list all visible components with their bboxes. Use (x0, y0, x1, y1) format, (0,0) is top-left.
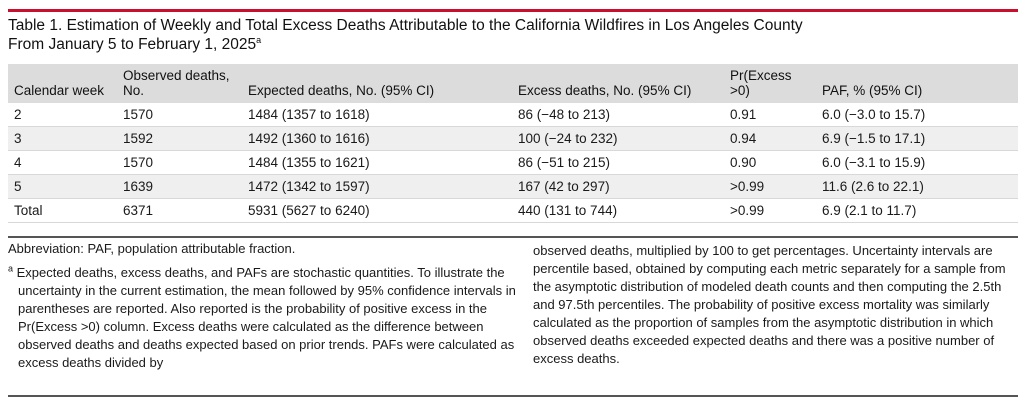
footnote-text-right: observed deaths, multiplied by 100 to ge… (533, 243, 1006, 366)
cell-paf: 11.6 (2.6 to 22.1) (822, 179, 924, 194)
title-footnote-marker: a (256, 34, 262, 45)
footnote-marker: a (8, 263, 14, 274)
cell-expected: 1484 (1355 to 1621) (248, 155, 370, 170)
table-row: 3 1592 1492 (1360 to 1616) 100 (−24 to 2… (8, 126, 1018, 151)
header-observed-line-1: Observed deaths, (123, 68, 230, 83)
header-paf: PAF, % (95% CI) (822, 83, 923, 98)
cell-excess: 440 (131 to 744) (518, 203, 618, 218)
notes-right-column: observed deaths, multiplied by 100 to ge… (533, 242, 1018, 368)
cell-week: 3 (14, 131, 22, 146)
cell-expected: 1484 (1357 to 1618) (248, 107, 370, 122)
cell-paf: 6.9 (−1.5 to 17.1) (822, 131, 926, 146)
table-row: 5 1639 1472 (1342 to 1597) 167 (42 to 29… (8, 174, 1018, 199)
table-row: 2 1570 1484 (1357 to 1618) 86 (−48 to 21… (8, 103, 1018, 127)
cell-probability: >0.99 (730, 203, 765, 218)
table-header-row: Calendar week Observed deaths, No. Expect… (8, 64, 1018, 103)
cell-probability: 0.90 (730, 155, 757, 170)
cell-expected: 1492 (1360 to 1616) (248, 131, 370, 146)
cell-paf: 6.0 (−3.1 to 15.9) (822, 155, 926, 170)
footnote-text-left: Expected deaths, excess deaths, and PAFs… (16, 265, 516, 370)
cell-probability: >0.99 (730, 179, 765, 194)
header-excess-deaths: Excess deaths, No. (95% CI) (518, 83, 692, 98)
cell-observed: 1570 (123, 107, 154, 122)
table-bottom-rule (8, 236, 1018, 238)
title-line-1: Table 1. Estimation of Weekly and Total … (8, 17, 803, 34)
cell-observed: 6371 (123, 203, 154, 218)
cell-excess: 86 (−48 to 213) (518, 107, 610, 122)
cell-excess: 167 (42 to 297) (518, 179, 610, 194)
cell-week: 2 (14, 107, 22, 122)
cell-paf: 6.0 (−3.0 to 15.7) (822, 107, 926, 122)
cell-excess: 86 (−51 to 215) (518, 155, 610, 170)
cell-expected: 5931 (5627 to 6240) (248, 203, 370, 218)
title-line-2: From January 5 to February 1, 2025a (8, 35, 1018, 54)
table-row-total: Total 6371 5931 (5627 to 6240) 440 (131 … (8, 199, 1018, 223)
header-calendar-week: Calendar week (14, 83, 105, 98)
header-probability: Pr(Excess >0) (730, 68, 792, 98)
cell-expected: 1472 (1342 to 1597) (248, 179, 370, 194)
accent-rule (8, 9, 1018, 12)
cell-observed: 1570 (123, 155, 154, 170)
cell-week: 5 (14, 179, 22, 194)
header-expected-deaths: Expected deaths, No. (95% CI) (248, 83, 435, 98)
cell-probability: 0.94 (730, 131, 757, 146)
notes-left-column: Abbreviation: PAF, population attributab… (8, 240, 516, 372)
cell-paf: 6.9 (2.1 to 11.7) (822, 203, 917, 218)
page-bottom-rule (8, 395, 1018, 397)
table-title: Table 1. Estimation of Weekly and Total … (8, 16, 1018, 54)
header-observed-deaths: Observed deaths, No. (117, 64, 242, 103)
cell-excess: 100 (−24 to 232) (518, 131, 618, 146)
cell-week: Total (14, 203, 43, 218)
cell-observed: 1592 (123, 131, 154, 146)
table-row: 4 1570 1484 (1355 to 1621) 86 (−51 to 21… (8, 151, 1018, 175)
cell-observed: 1639 (123, 179, 154, 194)
footnote-a: a Expected deaths, excess deaths, and PA… (8, 264, 516, 372)
excess-deaths-table: Calendar week Observed deaths, No. Expect… (8, 64, 1018, 223)
cell-probability: 0.91 (730, 107, 757, 122)
abbreviation-note: Abbreviation: PAF, population attributab… (8, 241, 296, 256)
header-observed-line-2: No. (123, 83, 145, 98)
cell-week: 4 (14, 155, 22, 170)
title-line-2-text: From January 5 to February 1, 2025 (8, 36, 257, 53)
